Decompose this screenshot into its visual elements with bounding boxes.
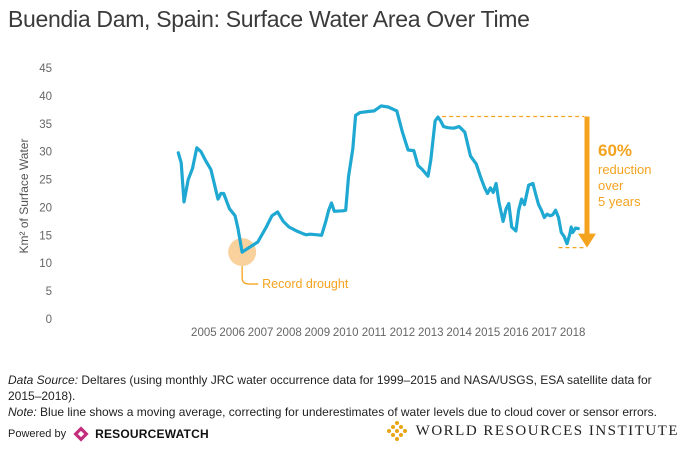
x-tick-label: 2017 — [531, 327, 557, 339]
x-tick-label: 2005 — [191, 327, 217, 339]
reduction-text-line: reduction — [598, 162, 651, 177]
x-tick-label: 2012 — [390, 327, 416, 339]
chart-title: Buendia Dam, Spain: Surface Water Area O… — [8, 6, 530, 32]
x-tick-label: 2008 — [276, 327, 302, 339]
x-tick-label: 2016 — [503, 327, 529, 339]
series-line — [176, 104, 580, 254]
y-tick-label: 40 — [39, 91, 52, 103]
powered-by: Powered by RESOURCEWATCH — [8, 425, 209, 443]
y-tick-label: 25 — [39, 175, 52, 187]
drought-label: Record drought — [262, 277, 349, 291]
y-tick-label: 45 — [39, 63, 52, 75]
data-source: Data Source: Deltares (using monthly JRC… — [8, 372, 683, 404]
y-tick-label: 35 — [39, 119, 52, 131]
data-source-text: Deltares (using monthly JRC water occurr… — [8, 373, 652, 403]
chart: Km² of Surface Water 051015202530354045 … — [17, 63, 651, 339]
x-tick-label: 2015 — [475, 327, 501, 339]
note-text: Blue line shows a moving average, correc… — [36, 405, 657, 419]
y-tick-label: 20 — [39, 202, 52, 214]
x-tick-label: 2018 — [560, 327, 586, 339]
y-tick-label: 10 — [39, 258, 52, 270]
wri-name: WORLD RESOURCES INSTITUTE — [415, 422, 679, 439]
y-axis-label: Km² of Surface Water — [17, 139, 31, 254]
y-tick-label: 5 — [46, 286, 52, 298]
reduction-text-line: 5 years — [598, 194, 641, 209]
x-tick-label: 2011 — [362, 327, 387, 339]
chart-note: Note: Blue line shows a moving average, … — [8, 404, 683, 420]
drought-leader-line — [241, 266, 259, 285]
reduction-arrow-head — [578, 233, 596, 248]
x-tick-label: 2009 — [305, 327, 331, 339]
wri-mark-icon — [386, 421, 407, 441]
y-tick-label: 30 — [39, 147, 52, 159]
resourcewatch-link[interactable]: RESOURCEWATCH — [95, 427, 209, 441]
wri-logo: WORLD RESOURCES INSTITUTE — [386, 420, 679, 442]
reduction-value: 60% — [598, 141, 632, 160]
reduction-text-line: over — [598, 178, 624, 193]
x-tick-label: 2010 — [333, 327, 359, 339]
x-tick-label: 2007 — [248, 327, 274, 339]
x-tick-label: 2014 — [446, 327, 472, 339]
x-tick-label: 2006 — [219, 327, 245, 339]
chart-notes: Data Source: Deltares (using monthly JRC… — [8, 372, 683, 420]
data-source-label: Data Source: — [8, 373, 79, 387]
x-tick-label: 2013 — [418, 327, 444, 339]
resourcewatch-logo-icon — [73, 426, 89, 442]
y-tick-label: 0 — [46, 314, 52, 326]
powered-by-label: Powered by — [8, 428, 67, 440]
note-label: Note: — [8, 405, 37, 419]
y-tick-label: 15 — [39, 230, 52, 242]
